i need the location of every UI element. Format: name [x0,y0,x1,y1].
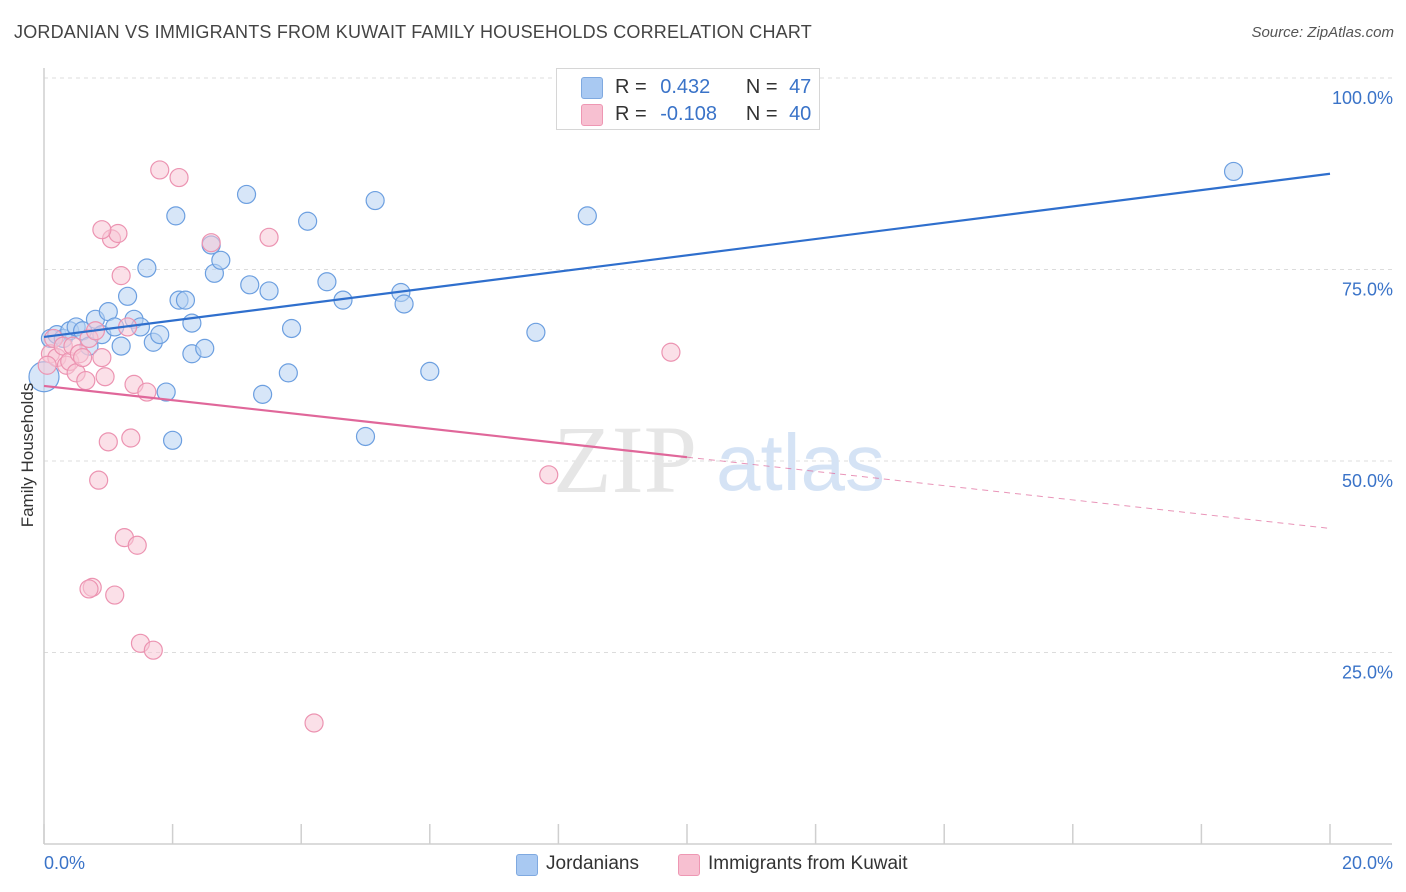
trend-line-jordanians [43,172,1331,338]
tick-labels: 100.0% 75.0% 50.0% 25.0% 0.0% 20.0% [44,88,1393,873]
point-kuwait [304,713,324,733]
point-jordanians [236,184,257,205]
point-jordanians [281,318,302,339]
legend-r-label: R = [615,76,647,98]
point-jordanians [195,338,215,358]
point-jordanians [150,325,170,345]
point-jordanians [298,211,318,231]
point-kuwait [108,223,128,244]
point-kuwait [72,347,93,368]
point-kuwait [95,367,115,387]
point-jordanians [365,190,385,211]
point-kuwait [76,370,96,391]
point-kuwait [105,585,125,605]
legend-swatch-jordanians [581,77,603,99]
watermark-atlas: atlas [716,418,885,507]
x-tick-label: 0.0% [44,853,85,873]
chart-title: JORDANIAN VS IMMIGRANTS FROM KUWAIT FAMI… [14,22,812,42]
point-jordanians [137,258,157,278]
point-kuwait [259,227,279,247]
point-jordanians [317,272,337,292]
source-credit: Source: ZipAtlas.com [1251,24,1394,41]
point-kuwait [121,428,141,448]
point-kuwait [201,233,221,253]
trend-line-kuwait [43,384,688,459]
point-jordanians [163,430,183,450]
point-jordanians [420,361,440,381]
legend-swatch-kuwait [581,104,603,126]
point-kuwait [92,220,112,240]
point-kuwait [150,160,170,180]
point-kuwait [661,342,681,362]
point-jordanians [240,275,260,295]
point-jordanians [577,206,597,226]
point-kuwait [89,470,109,490]
watermark: ZIP atlas [553,406,885,513]
series-label-jordanians: Jordanians [546,853,639,874]
point-kuwait [98,432,118,452]
watermark-zip: ZIP [553,406,697,513]
point-kuwait [169,167,189,188]
legend-n-label: N = [745,76,778,98]
trend-lines [43,172,1331,529]
point-kuwait [79,579,99,599]
legend-n-value: 47 [789,76,812,98]
point-kuwait [539,465,559,485]
y-tick-label: 100.0% [1332,88,1393,108]
point-jordanians [1223,161,1244,182]
point-jordanians [526,322,546,342]
point-jordanians [111,336,131,356]
y-tick-label: 25.0% [1342,663,1393,683]
point-jordanians [211,250,231,270]
legend-n-value: 40 [789,103,812,125]
series-swatch-kuwait [678,854,700,876]
legend-r-label: R = [615,103,647,125]
legend-r-value: 0.432 [660,76,711,98]
data-points [28,160,1244,733]
point-jordanians [166,206,186,226]
x-tick-label: 20.0% [1342,853,1393,873]
axes [43,68,1392,845]
point-jordanians [355,426,376,447]
series-label-kuwait: Immigrants from Kuwait [708,853,908,874]
series-swatch-jordanians [516,854,538,876]
point-jordanians [156,382,176,402]
legend-r-value: -0.108 [660,103,717,125]
point-kuwait [111,266,131,286]
y-tick-label: 75.0% [1342,280,1393,300]
point-jordanians [394,294,414,314]
point-kuwait [143,640,163,660]
y-tick-label: 50.0% [1342,471,1393,491]
legend-n-label: N = [745,103,778,125]
y-axis-label: Family Households [18,382,37,528]
correlation-legend: R = 0.432 N = 47 R = -0.108 N = 40 [556,68,820,130]
point-jordanians [259,281,279,301]
point-jordanians [117,286,138,306]
point-jordanians [175,290,196,310]
point-jordanians [278,363,298,383]
point-kuwait [37,355,57,375]
point-kuwait [127,535,147,555]
point-kuwait [92,347,112,368]
grid-lines [44,77,1392,653]
point-jordanians [253,384,273,404]
trend-line-kuwait-extension [686,456,1331,529]
